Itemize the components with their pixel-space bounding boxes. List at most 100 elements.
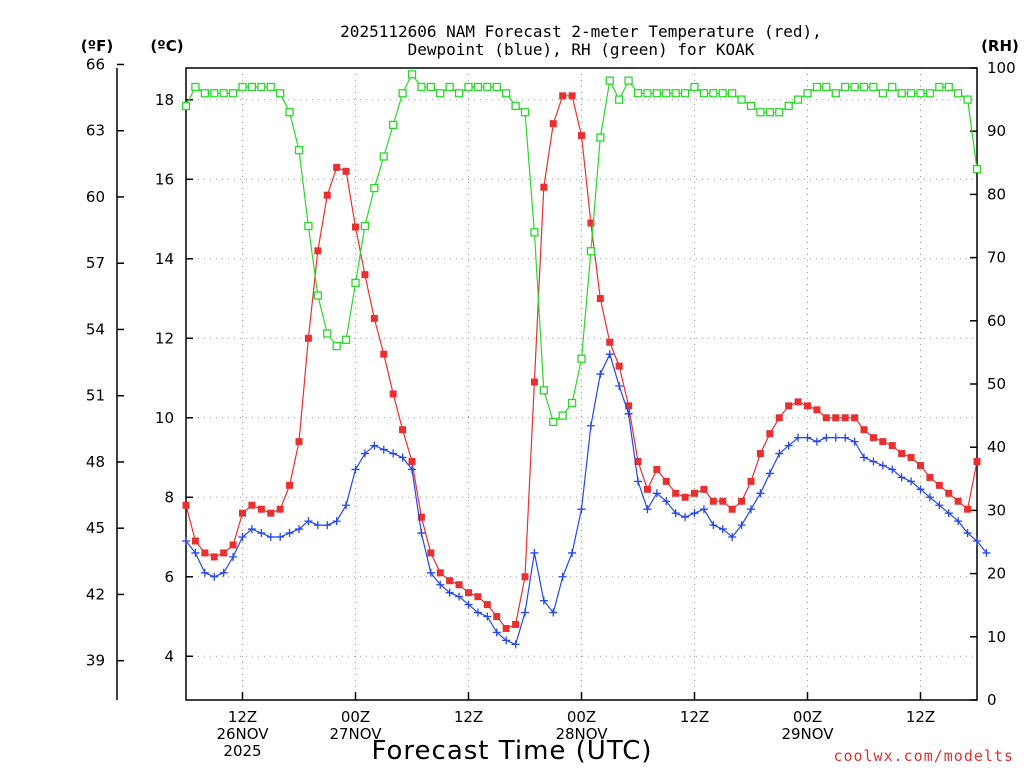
temperature-point — [182, 501, 190, 509]
rh-point — [436, 89, 445, 98]
rh-point — [954, 89, 963, 98]
dewpoint-point — [897, 473, 906, 482]
rh-point — [511, 101, 520, 111]
dewpoint-point — [436, 580, 445, 589]
dewpoint-point — [332, 517, 341, 526]
dewpoint-point — [398, 453, 407, 462]
dewpoint-point — [426, 568, 435, 577]
temperature-point — [719, 497, 727, 505]
temperature-point — [380, 350, 388, 358]
fahrenheit-tick-label: 45 — [86, 519, 105, 537]
temperature-point — [907, 454, 915, 462]
temperature-point — [474, 593, 482, 601]
dewpoint-point — [671, 509, 680, 518]
dewpoint-point — [681, 513, 690, 522]
fahrenheit-tick-label: 51 — [86, 387, 105, 405]
rh-point — [765, 108, 774, 117]
temperature-point — [615, 362, 623, 370]
rh-point — [906, 89, 916, 98]
rh-point — [831, 89, 840, 98]
temperature-point — [201, 549, 209, 557]
dewpoint-point — [662, 497, 671, 506]
rh-point — [558, 411, 567, 420]
dewpoint-point — [238, 533, 247, 542]
rh-point — [492, 82, 501, 92]
dewpoint-point — [417, 529, 426, 538]
rh-point — [822, 82, 831, 92]
rh-tick-label: 100 — [987, 59, 1016, 77]
rh-tick-label: 90 — [987, 122, 1006, 140]
dewpoint-point — [954, 517, 963, 526]
fahrenheit-tick-label: 60 — [86, 188, 105, 206]
temperature-point — [832, 414, 840, 422]
dewpoint-point — [831, 433, 840, 442]
rh-point — [200, 89, 209, 98]
temperature-point — [248, 501, 256, 509]
temperature-point — [813, 406, 821, 414]
dewpoint-point — [765, 469, 774, 478]
temperature-point — [738, 497, 746, 505]
dewpoint-point — [210, 572, 219, 581]
dewpoint-point — [982, 548, 991, 557]
rh-tick-label: 30 — [987, 501, 1006, 519]
fahrenheit-tick-label: 48 — [86, 453, 105, 471]
credit-text: coolwx.com/modelts — [833, 747, 1014, 765]
celsius-tick-label: 16 — [155, 170, 174, 188]
temperature-point — [785, 402, 793, 410]
temperature-point — [804, 402, 811, 410]
dewpoint-point — [718, 525, 727, 534]
rh-point — [615, 95, 624, 104]
x-tick-label: 12Z — [680, 708, 709, 726]
dewpoint-point — [605, 350, 614, 359]
temperature-point — [917, 461, 924, 469]
rh-point — [643, 89, 652, 98]
temperature-point — [512, 620, 520, 628]
x-tick-label: 29NOV — [781, 725, 834, 743]
temperature-point — [352, 223, 359, 231]
dewpoint-point — [935, 501, 944, 510]
temperature-point — [860, 426, 868, 434]
temperature-point — [465, 589, 472, 597]
dewpoint-point — [191, 548, 200, 557]
temperature-point — [568, 92, 576, 100]
temperature-point — [578, 132, 585, 140]
temperature-point — [606, 338, 614, 346]
rh-point — [567, 398, 577, 408]
temperature-point — [954, 497, 962, 505]
dewpoint-point — [445, 588, 454, 597]
dewpoint-point — [276, 533, 285, 542]
dewpoint-point — [784, 441, 793, 450]
x-tick-label: 26NOV — [216, 725, 269, 743]
rh-point — [596, 133, 605, 142]
rh-point — [398, 89, 407, 98]
dewpoint-point — [850, 437, 859, 446]
dewpoint-point — [539, 596, 548, 605]
rh-point — [379, 152, 388, 161]
dewpoint-point — [285, 529, 294, 538]
dewpoint-point — [360, 449, 369, 458]
celsius-tick-label: 18 — [155, 91, 174, 109]
fahrenheit-tick-label: 63 — [86, 122, 105, 140]
x-axis-label: Forecast Time (UTC) — [371, 736, 652, 766]
temperature-point — [267, 509, 275, 517]
temperature-point — [314, 247, 322, 255]
chart-title-line2: Dewpoint (blue), RH (green) for KOAK — [408, 40, 755, 59]
dewpoint-point — [313, 521, 322, 530]
temperature-point — [191, 537, 199, 545]
rh-point — [897, 89, 906, 98]
rh-tick-label: 70 — [987, 249, 1006, 267]
temperature-point — [530, 378, 538, 386]
celsius-tick-label: 6 — [164, 568, 174, 586]
dewpoint-point — [473, 608, 482, 617]
dewpoint-point — [351, 465, 360, 474]
dewpoint-point — [756, 489, 765, 498]
x-tick-label: 12Z — [454, 708, 483, 726]
temperature-point — [559, 92, 567, 100]
temperature-point — [935, 481, 943, 489]
celsius-tick-label: 12 — [155, 329, 174, 347]
rh-point — [323, 329, 332, 338]
dewpoint-point — [389, 449, 398, 458]
rh-point — [652, 89, 661, 98]
rh-point — [464, 82, 473, 92]
